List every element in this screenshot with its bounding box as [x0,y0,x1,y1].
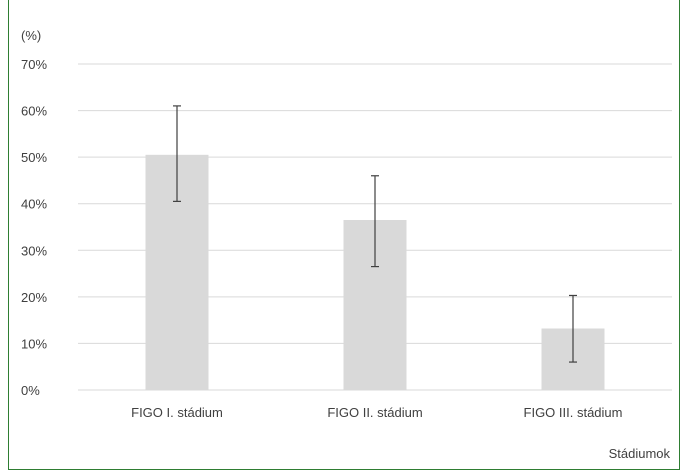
y-tick-label: 10% [21,336,47,351]
error-bar [371,175,379,268]
x-tick-label: FIGO II. stádium [327,405,422,420]
y-tick-label: 50% [21,150,47,165]
error-bar [569,294,577,363]
y-tick-label: 40% [21,197,47,212]
x-axis-label: Stádiumok [609,446,671,461]
y-tick-label: 30% [21,243,47,258]
y-tick-label: 20% [21,290,47,305]
y-tick-label: 60% [21,104,47,119]
y-tick-label: 70% [21,57,47,72]
x-tick-label: FIGO III. stádium [524,405,623,420]
y-tick-labels: 0% 10% 20% 30% 40% 50% 60% 70% [21,57,47,398]
y-tick-label: 0% [21,383,40,398]
y-axis-label: (%) [21,28,41,43]
x-tick-labels: FIGO I. stádium FIGO II. stádium FIGO III.… [131,405,622,420]
x-tick-label: FIGO I. stádium [131,405,223,420]
error-bars [173,105,577,363]
error-bar [173,105,181,202]
